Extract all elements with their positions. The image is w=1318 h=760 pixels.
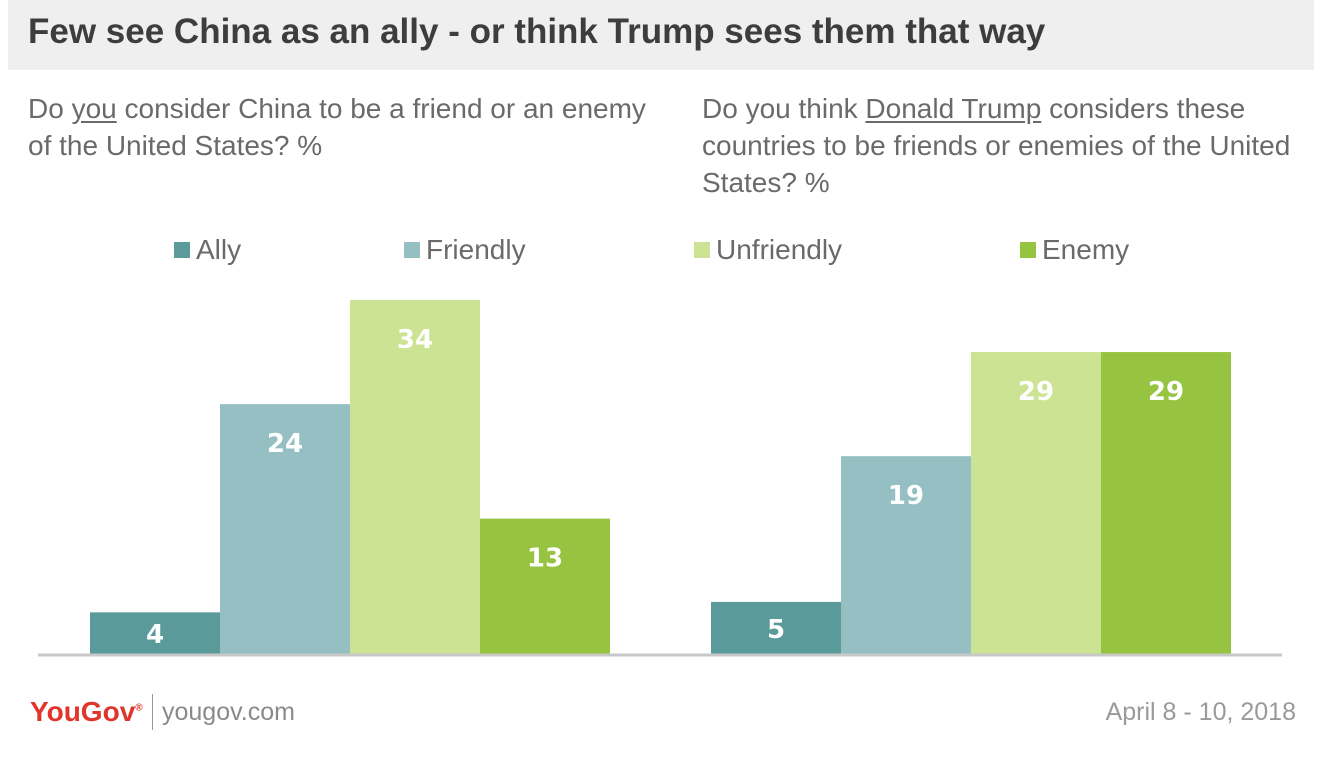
bar-label-left-enemy: 13 [527, 544, 563, 574]
bar-left-friendly [220, 404, 350, 654]
bar-right-friendly [841, 456, 971, 654]
bar-left-unfriendly [350, 300, 480, 654]
bar-label-right-friendly: 19 [888, 481, 924, 511]
bar-label-right-enemy: 29 [1148, 377, 1184, 407]
bar-label-right-unfriendly: 29 [1018, 377, 1054, 407]
legend-unfriendly: Unfriendly [694, 233, 842, 267]
legend-label-friendly: Friendly [426, 234, 526, 265]
footer-date: April 8 - 10, 2018 [1105, 698, 1296, 726]
bar-right-unfriendly [971, 352, 1101, 654]
yougov-logo: YouGov® [30, 696, 143, 727]
question-right-emph: Donald Trump [865, 93, 1042, 124]
legend-swatch-unfriendly [694, 242, 710, 258]
legend-label-unfriendly: Unfriendly [716, 234, 843, 265]
legend-swatch-friendly [404, 242, 420, 258]
legend-label-enemy: Enemy [1042, 234, 1130, 265]
bar-label-left-friendly: 24 [267, 429, 303, 459]
title-bar: Few see China as an ally - or think Trum… [8, 0, 1314, 70]
bar-right-enemy [1101, 352, 1231, 654]
legend-ally: Ally [174, 233, 241, 267]
legend-label-ally: Ally [196, 234, 242, 265]
yougov-logo-text: YouGov [30, 696, 136, 727]
legend-enemy: Enemy [1020, 233, 1129, 267]
question-left-emph: you [71, 93, 117, 124]
legend-swatch-ally [174, 242, 190, 258]
bar-label-right-ally: 5 [767, 615, 785, 645]
question-right-pre: Do you think [702, 93, 866, 124]
bar-left-ally [90, 612, 220, 654]
question-right-post: considers these countries to be friends … [702, 93, 1291, 198]
footer-divider [152, 694, 153, 730]
question-left-post: consider China to be a friend or an enem… [28, 93, 646, 161]
question-left-pre: Do [28, 93, 72, 124]
legend-friendly: Friendly [404, 233, 526, 267]
question-left: Do you consider China to be a friend or … [28, 90, 668, 164]
bar-left-enemy [480, 518, 610, 654]
question-right: Do you think Donald Trump considers thes… [702, 90, 1302, 201]
bar-label-left-ally: 4 [146, 620, 164, 650]
bar-right-ally [711, 601, 841, 654]
bar-label-left-unfriendly: 34 [397, 325, 433, 355]
chart-title: Few see China as an ally - or think Trum… [28, 12, 1046, 51]
legend-swatch-enemy [1020, 242, 1036, 258]
footer-url: yougov.com [162, 698, 295, 726]
